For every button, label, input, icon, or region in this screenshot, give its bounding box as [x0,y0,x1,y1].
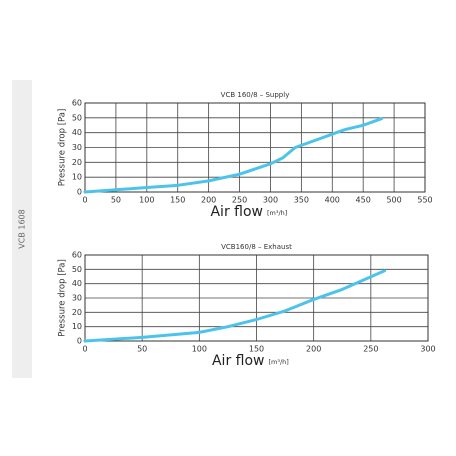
x-tick-label: 100 [139,196,154,205]
x-axis-label: Air flow [212,353,265,369]
y-tick-label: 60 [72,99,82,108]
x-axis-unit: [m³/h] [267,209,287,217]
y-tick-label: 60 [72,251,82,260]
x-tick-label: 550 [417,196,432,205]
plot-border [84,254,429,342]
x-tick-label: 150 [249,345,264,354]
x-tick-label: 250 [232,196,247,205]
chart-title: VCB 160/8 – Supply [221,91,290,99]
x-tick-label: 150 [170,196,185,205]
x-tick-label: 50 [137,345,147,354]
chart-title: VCB160/8 – Exhaust [221,243,292,251]
plot-border [84,102,426,193]
y-tick-label: 20 [72,158,82,167]
data-line [83,117,384,194]
x-tick-label: 100 [192,345,207,354]
x-axis-unit: [m³/h] [269,358,289,366]
x-tick-label: 200 [306,345,321,354]
x-tick-label: 250 [363,345,378,354]
sidebar-label: VCB 1608 [18,209,27,248]
y-tick-label: 0 [77,337,82,346]
x-tick-label: 0 [82,196,87,205]
x-tick-label: 300 [420,345,435,354]
x-tick-label: 400 [325,196,340,205]
x-tick-label: 500 [386,196,401,205]
y-tick-label: 30 [72,143,82,152]
y-tick-label: 40 [72,128,82,137]
x-tick-label: 200 [201,196,216,205]
y-tick-label: 50 [72,265,82,274]
x-tick-label: 50 [111,196,121,205]
x-tick-label: 0 [82,345,87,354]
data-line [83,269,387,343]
x-tick-label: 450 [356,196,371,205]
y-axis-label: Pressure drop [Pa] [58,259,68,337]
y-tick-label: 20 [72,308,82,317]
y-tick-label: 40 [72,279,82,288]
y-tick-label: 50 [72,113,82,122]
sidebar [12,80,32,378]
x-tick-label: 300 [263,196,278,205]
y-axis-label: Pressure drop [Pa] [58,109,68,187]
x-tick-label: 350 [294,196,309,205]
y-tick-label: 30 [72,294,82,303]
y-tick-label: 0 [77,188,82,197]
x-axis-label: Air flow [210,204,263,220]
y-tick-label: 10 [72,173,82,182]
y-tick-label: 10 [72,322,82,331]
